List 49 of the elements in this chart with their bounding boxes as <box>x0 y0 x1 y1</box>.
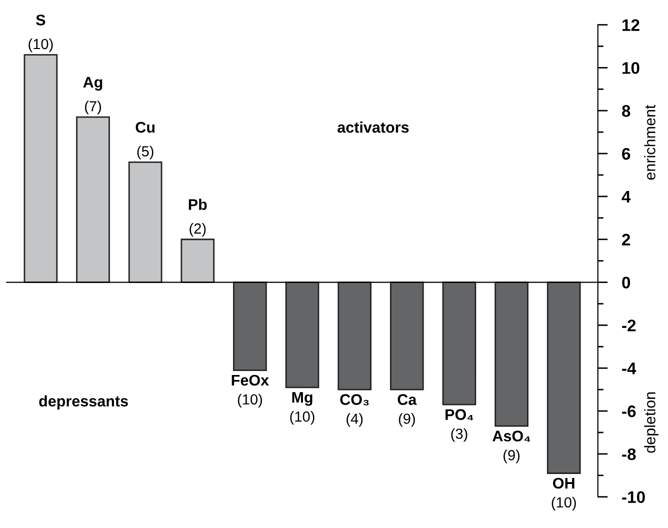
annotation: (5) <box>137 146 154 160</box>
y-tick-label: -10 <box>622 491 645 504</box>
annotation: (2) <box>190 223 206 237</box>
bar <box>442 282 476 406</box>
bar <box>233 282 267 371</box>
annotation: (10) <box>238 394 262 408</box>
x-tick-label: S <box>36 14 46 26</box>
annotation: (4) <box>346 413 363 427</box>
y-tick-label: 0 <box>622 276 630 288</box>
bar <box>128 161 162 283</box>
x-tick-label: AsO₄ <box>492 430 530 442</box>
bar <box>338 282 372 390</box>
x-tick-label: Ca <box>398 394 417 405</box>
y-tick-label: 10 <box>622 62 640 74</box>
annotation: (10) <box>290 411 314 425</box>
annotation: (9) <box>504 450 520 464</box>
bar <box>546 282 581 474</box>
x-tick-label: Ag <box>83 76 102 91</box>
y-tick-label: -8 <box>622 448 636 460</box>
x-tick-label: Cu <box>136 122 154 133</box>
y-tick-label: -2 <box>622 320 636 332</box>
annotation: activators <box>338 122 409 133</box>
bar <box>494 282 528 427</box>
annotation: (10) <box>552 496 576 510</box>
y-tick-label: -6 <box>622 405 636 418</box>
y-tick-label: 8 <box>622 105 630 117</box>
bar <box>285 282 320 388</box>
annotation: (3) <box>451 428 468 442</box>
annotation: (9) <box>398 413 415 427</box>
x-tick-label: OH <box>553 478 574 489</box>
bar <box>180 238 215 283</box>
y-tick-label: -4 <box>622 362 636 374</box>
y-tick-label: 4 <box>622 191 631 203</box>
annotation: (7) <box>84 100 102 114</box>
x-tick-label: Pb <box>188 198 207 210</box>
annotation: (10) <box>28 38 53 52</box>
bar <box>390 282 424 390</box>
y-axis-title: enrichment <box>644 104 656 180</box>
y-tick-label: 6 <box>622 148 630 160</box>
x-tick-label: FeOx <box>232 374 269 386</box>
y-tick-label: 12 <box>622 19 640 31</box>
annotation: depressants <box>39 395 128 410</box>
x-tick-label: PO₄ <box>446 409 474 420</box>
x-tick-label: Mg <box>292 392 312 406</box>
bar <box>24 54 58 283</box>
y-tick-label: 2 <box>622 234 630 246</box>
x-tick-label: CO₃ <box>340 394 369 406</box>
bar <box>76 116 110 283</box>
y2-axis-title: depletion <box>644 392 658 453</box>
